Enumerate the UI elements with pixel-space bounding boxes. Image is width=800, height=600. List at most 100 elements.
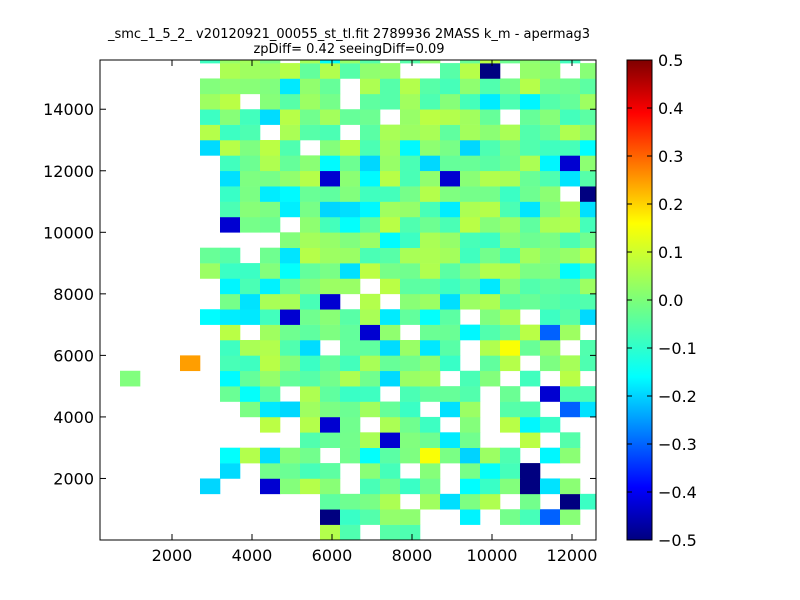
heatmap-cell (320, 216, 341, 233)
heatmap-cell (340, 60, 361, 64)
heatmap-cell (400, 263, 421, 279)
heatmap-cell (220, 309, 241, 325)
heatmap-cell (480, 355, 501, 372)
heatmap-cell (420, 478, 441, 495)
heatmap-cell (220, 463, 241, 479)
heatmap-cell (260, 155, 281, 172)
heatmap-cell (420, 493, 441, 510)
heatmap-cell (420, 370, 441, 387)
heatmap-cell (280, 478, 301, 495)
heatmap-cell (580, 124, 597, 141)
heatmap-cell (380, 170, 401, 187)
heatmap-cell (420, 355, 441, 372)
heatmap-cell (520, 370, 541, 387)
heatmap-cell (520, 170, 541, 187)
heatmap-cell (560, 78, 581, 95)
heatmap-cell (240, 309, 261, 325)
colorbar-tick-label: 0.3 (658, 147, 683, 166)
heatmap-cell (420, 463, 441, 479)
heatmap-cell (300, 60, 321, 64)
heatmap-cell (320, 293, 341, 310)
heatmap-cell (360, 247, 381, 264)
heatmap-cell (300, 401, 321, 418)
heatmap-cell (460, 186, 481, 202)
heatmap-cell (500, 263, 521, 279)
heatmap-cell (440, 78, 461, 95)
heatmap-cell (220, 124, 241, 141)
heatmap-cell (520, 63, 541, 79)
heatmap-cell (360, 155, 381, 172)
heatmap-cell (280, 155, 301, 172)
heatmap-cell (520, 216, 541, 233)
heatmap-cell (300, 324, 321, 341)
heatmap-cell (480, 170, 501, 187)
heatmap-cell (380, 493, 401, 510)
heatmap-cell (400, 109, 421, 125)
heatmap-cell (500, 78, 521, 95)
heatmap-cell (400, 186, 421, 202)
heatmap-cell (580, 340, 597, 356)
heatmap-cell (460, 155, 481, 172)
heatmap-cell (440, 201, 461, 218)
heatmap-cell (240, 170, 261, 187)
heatmap-cell (440, 109, 461, 125)
heatmap-cell (480, 278, 501, 295)
heatmap-cell (320, 309, 341, 325)
heatmap-cell (540, 478, 561, 495)
heatmap-cell (520, 340, 541, 356)
heatmap-cell (340, 324, 361, 341)
colorbar-tick-label: −0.2 (658, 387, 697, 406)
heatmap-cell (200, 263, 221, 279)
heatmap-cell (520, 155, 541, 172)
heatmap-cell (500, 140, 521, 156)
heatmap-cell (420, 60, 441, 64)
heatmap-cell (240, 278, 261, 295)
heatmap-cell (460, 416, 481, 433)
heatmap-cell (500, 478, 521, 495)
heatmap-cell (580, 140, 597, 156)
x-tick-label: 4000 (232, 546, 273, 565)
heatmap-cell (260, 263, 281, 279)
heatmap-cell (440, 170, 461, 187)
heatmap-cell (340, 232, 361, 248)
heatmap-cell (500, 416, 521, 433)
heatmap-cell (440, 309, 461, 325)
heatmap-cell (420, 340, 441, 356)
heatmap-cell (280, 201, 301, 218)
heatmap-cell (200, 140, 221, 156)
heatmap-cell (540, 247, 561, 264)
heatmap-cell (440, 63, 461, 79)
heatmap-cell (340, 155, 361, 172)
heatmap-cell (280, 140, 301, 156)
heatmap-cell (360, 370, 381, 387)
heatmap-cell (500, 355, 521, 372)
heatmap-cell (300, 447, 321, 464)
heatmap-cell (580, 216, 597, 233)
heatmap-cell (480, 232, 501, 248)
heatmap-cell (260, 278, 281, 295)
heatmap-cell (280, 124, 301, 141)
heatmap-cell (400, 78, 421, 95)
heatmap-cell (340, 355, 361, 372)
heatmap-cell (460, 401, 481, 418)
heatmap-cell (560, 355, 581, 372)
heatmap-cell (260, 401, 281, 418)
heatmap-cell (480, 124, 501, 141)
heatmap-cell (260, 478, 281, 495)
heatmap-cell (420, 309, 441, 325)
heatmap-cell (380, 463, 401, 479)
heatmap-cell (380, 432, 401, 448)
heatmap-cell (560, 293, 581, 310)
heatmap-cell (540, 78, 561, 95)
heatmap-cell (540, 216, 561, 233)
heatmap-cell (400, 155, 421, 172)
heatmap-cell (280, 463, 301, 479)
chart-title-line1: _smc_1_5_2_ v20120921_00055_st_tl.fit 27… (107, 27, 590, 42)
heatmap-cell (540, 263, 561, 279)
heatmap-cell (360, 463, 381, 479)
heatmap-cell (520, 109, 541, 125)
heatmap-cell (480, 78, 501, 95)
heatmap-cell (360, 432, 381, 448)
heatmap-cell (420, 447, 441, 464)
heatmap-cell (220, 263, 241, 279)
